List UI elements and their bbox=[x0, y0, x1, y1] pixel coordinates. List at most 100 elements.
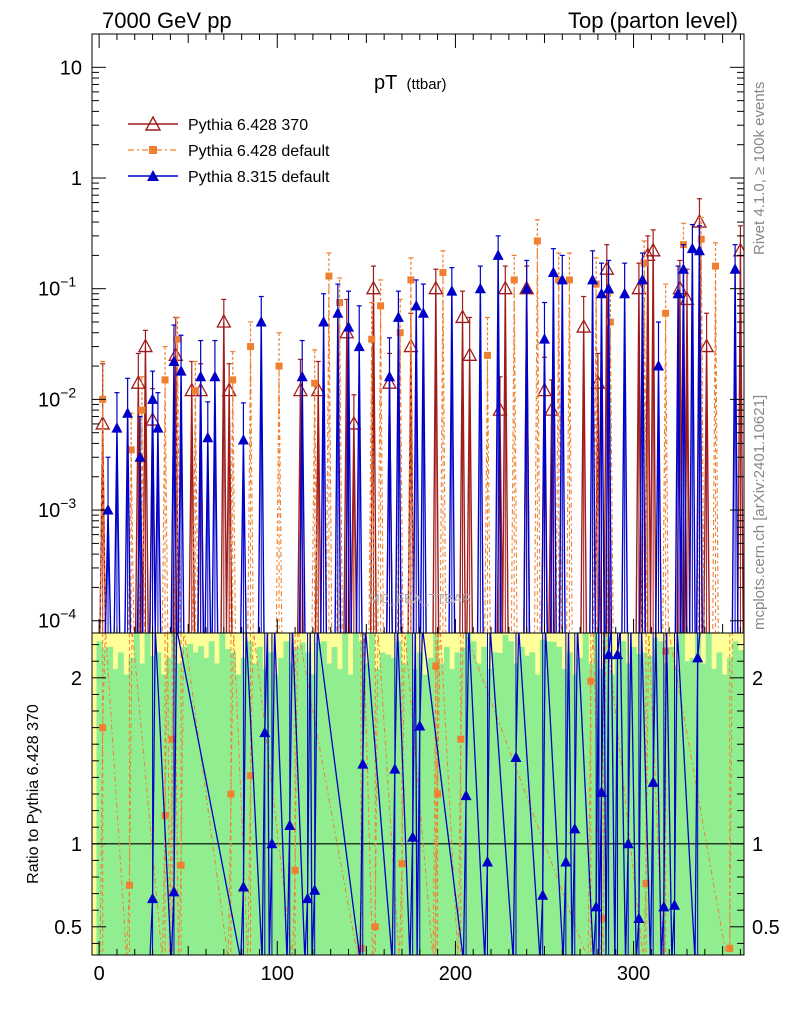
data-point-triangle bbox=[152, 422, 164, 433]
data-point-square bbox=[606, 318, 614, 326]
x-tick-label: 0 bbox=[94, 963, 105, 985]
data-point-square bbox=[377, 302, 385, 310]
band-green bbox=[203, 657, 210, 955]
band-green bbox=[347, 674, 354, 955]
data-point-triangle bbox=[102, 504, 114, 515]
band-green bbox=[144, 633, 151, 955]
band-green bbox=[491, 652, 498, 955]
data-point-open-triangle bbox=[454, 309, 471, 324]
data-point-open-triangle bbox=[137, 338, 154, 353]
band-green bbox=[732, 641, 739, 955]
y-tick-label: 10−2 bbox=[38, 384, 76, 411]
data-point-triangle bbox=[147, 393, 159, 404]
data-point-open-triangle bbox=[640, 247, 656, 262]
band-green bbox=[101, 648, 108, 955]
ratio-point-triangle bbox=[692, 651, 704, 663]
band-green bbox=[155, 652, 162, 955]
band-green bbox=[411, 668, 418, 955]
band-green bbox=[187, 644, 194, 955]
legend-label-p6-default: Pythia 6.428 default bbox=[188, 143, 330, 160]
band-green bbox=[320, 641, 327, 955]
band-green bbox=[197, 646, 204, 955]
x-tick-label: 100 bbox=[261, 963, 294, 985]
band-green bbox=[652, 637, 659, 955]
data-point-open-triangle bbox=[346, 415, 362, 430]
band-green bbox=[331, 646, 338, 955]
data-point-square bbox=[275, 362, 283, 370]
data-point-triangle bbox=[556, 273, 568, 285]
band-green bbox=[646, 656, 653, 955]
band-green bbox=[459, 647, 466, 955]
ratio-point-triangle bbox=[560, 856, 572, 867]
ratio-point-triangle bbox=[266, 837, 278, 849]
ratio-point-square bbox=[227, 790, 235, 798]
ratio-point-triangle bbox=[237, 880, 249, 892]
ratio-point-triangle bbox=[309, 884, 321, 895]
band-green bbox=[470, 641, 477, 955]
band-green bbox=[657, 641, 664, 955]
data-point-triangle bbox=[672, 287, 684, 299]
data-point-square bbox=[396, 329, 404, 337]
band-green bbox=[107, 646, 114, 955]
rivet-label: Rivet 4.1.0, ≥ 100k events bbox=[751, 82, 768, 255]
band-green bbox=[502, 634, 509, 955]
ratio-point-square bbox=[357, 944, 365, 952]
data-point-triangle bbox=[134, 451, 146, 462]
ratio-point-triangle bbox=[357, 758, 369, 769]
band-green bbox=[208, 641, 215, 955]
open-triangle-marker bbox=[144, 115, 162, 131]
band-green bbox=[395, 641, 402, 955]
data-point-open-triangle bbox=[599, 260, 615, 275]
ratio-point-triangle bbox=[590, 900, 602, 912]
ratio-point-square bbox=[177, 861, 185, 869]
data-point-open-triangle bbox=[365, 280, 382, 295]
legend: Pythia 6.428 370 Pythia 6.428 default Py… bbox=[128, 115, 330, 186]
band-green bbox=[422, 674, 429, 955]
ratio-point-square bbox=[161, 812, 169, 820]
band-green bbox=[230, 652, 237, 955]
ratio-point-triangle bbox=[633, 912, 645, 923]
data-point-triangle bbox=[492, 249, 504, 260]
data-point-triangle bbox=[587, 273, 599, 285]
process-label: Top (parton level) bbox=[568, 8, 738, 33]
data-point-triangle bbox=[619, 287, 631, 299]
plot-title: pT (ttbar) bbox=[374, 72, 447, 94]
band-green bbox=[112, 668, 119, 955]
band-green bbox=[727, 657, 734, 955]
ratio-point-triangle bbox=[259, 726, 271, 738]
band-green bbox=[310, 674, 317, 955]
series-line-0 bbox=[99, 222, 744, 633]
mcplots-label: mcplots.cern.ch [arXiv:2401.10621] bbox=[751, 395, 768, 630]
band-green bbox=[219, 633, 226, 955]
data-point-open-triangle bbox=[292, 382, 309, 397]
data-point-triangle bbox=[209, 370, 221, 382]
ratio-y-tick-label-right: 0.5 bbox=[752, 917, 780, 939]
ratio-point-triangle bbox=[407, 831, 419, 842]
ratio-point-square bbox=[125, 881, 133, 889]
data-point-triangle bbox=[175, 365, 187, 376]
ratio-point-square bbox=[642, 880, 650, 888]
legend-entry-p8-default: Pythia 8.315 default bbox=[128, 169, 330, 186]
data-point-square bbox=[565, 276, 573, 284]
data-point-triangle bbox=[195, 370, 207, 382]
data-point-open-triangle bbox=[698, 338, 715, 353]
band-green bbox=[336, 668, 343, 955]
band-green bbox=[673, 668, 680, 955]
ratio-point-triangle bbox=[569, 822, 581, 834]
band-green bbox=[256, 646, 263, 955]
data-point-triangle bbox=[122, 407, 134, 418]
data-point-open-triangle bbox=[497, 280, 513, 295]
ratio-point-triangle bbox=[302, 892, 314, 904]
band-green bbox=[369, 633, 375, 955]
data-point-triangle bbox=[446, 285, 458, 296]
data-point-triangle bbox=[237, 433, 249, 445]
data-point-triangle bbox=[474, 282, 486, 294]
legend-label-p8-default: Pythia 8.315 default bbox=[188, 169, 330, 186]
ratio-point-square bbox=[434, 790, 442, 798]
data-point-square bbox=[336, 299, 344, 307]
data-point-triangle bbox=[547, 266, 559, 278]
band-green bbox=[481, 646, 488, 955]
data-point-triangle bbox=[343, 321, 355, 332]
band-green bbox=[668, 646, 675, 955]
